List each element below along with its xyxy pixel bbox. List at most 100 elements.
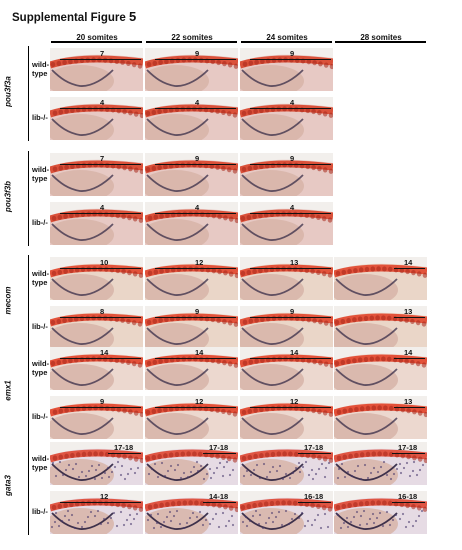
figure-title: Supplemental Figure 5 — [12, 9, 136, 24]
somite-extent-bar — [155, 358, 236, 360]
somite-count: 14 — [100, 348, 109, 357]
somite-extent-bar — [60, 317, 141, 319]
somite-count: 12 — [100, 492, 109, 501]
embryo-panel: 16-18 — [240, 491, 333, 534]
embryo-panel: 4 — [240, 97, 333, 140]
embryo-panel: 13 — [334, 396, 427, 439]
somite-count: 9 — [290, 307, 295, 316]
embryo-panel: 13 — [240, 257, 333, 300]
somite-count: 14-18 — [209, 492, 229, 501]
somite-extent-bar — [155, 317, 236, 319]
embryo-panel: 4 — [50, 202, 143, 245]
gene-bracket — [28, 151, 30, 246]
somite-count: 10 — [100, 258, 109, 267]
somite-count: 17-18 — [114, 443, 134, 452]
gene-label-pou3f3a: pou3f3a — [3, 76, 13, 107]
somite-count: 14 — [290, 348, 299, 357]
embryo-panel: 9 — [145, 153, 238, 196]
genotype-label-line: wild- — [32, 60, 50, 69]
somite-count: 7 — [100, 154, 105, 163]
somite-count: 17-18 — [304, 443, 324, 452]
embryo-panel: 7 — [50, 153, 143, 196]
embryo-panel: 13 — [334, 306, 427, 349]
somite-extent-bar — [60, 164, 141, 166]
genotype-label: wild-type — [32, 269, 49, 287]
embryo-panel: 9 — [145, 48, 238, 91]
genotype-label: wild-type — [32, 165, 49, 183]
column-rule — [146, 41, 237, 43]
genotype-label-line: type — [32, 368, 48, 377]
genotype-label: lib-/- — [32, 322, 48, 331]
somite-extent-bar — [250, 108, 331, 110]
embryo-panel: 14 — [145, 347, 238, 390]
somite-extent-bar — [155, 59, 236, 61]
somite-extent-bar — [108, 453, 141, 455]
somite-count: 13 — [404, 307, 413, 316]
column-header: 24 somites — [266, 33, 308, 42]
somite-extent-bar — [250, 213, 331, 215]
column-rule — [51, 41, 142, 43]
somite-extent-bar — [250, 164, 331, 166]
somite-extent-bar — [203, 453, 236, 455]
somite-extent-bar — [250, 59, 331, 61]
genotype-label: wild-type — [32, 359, 49, 377]
embryo-panel: 12 — [50, 491, 143, 534]
somite-extent-bar — [60, 502, 141, 504]
gene-bracket — [28, 255, 30, 350]
somite-count: 9 — [195, 154, 200, 163]
somite-extent-bar — [60, 358, 141, 360]
somite-extent-bar — [298, 453, 331, 455]
somite-count: 16-18 — [304, 492, 324, 501]
somite-count: 14 — [404, 348, 413, 357]
embryo-panel: 12 — [145, 396, 238, 439]
genotype-label-line: wild- — [32, 454, 50, 463]
somite-extent-bar — [155, 407, 236, 409]
somite-count: 4 — [290, 98, 295, 107]
somite-extent-bar — [60, 213, 141, 215]
genotype-label: wild-type — [32, 454, 49, 472]
somite-count: 4 — [100, 98, 105, 107]
somite-count: 12 — [195, 397, 204, 406]
gene-label-mecom: mecom — [3, 286, 13, 315]
embryo-panel: 16-18 — [334, 491, 427, 534]
embryo-panel: 17-18 — [145, 442, 238, 485]
embryo-panel: 8 — [50, 306, 143, 349]
genotype-label: lib-/- — [32, 218, 48, 227]
embryo-panel: 4 — [145, 202, 238, 245]
somite-count: 17-18 — [398, 443, 418, 452]
embryo-panel: 9 — [240, 48, 333, 91]
gene-label-emx1: emx1 — [3, 380, 13, 401]
somite-count: 9 — [290, 49, 295, 58]
embryo-panel: 12 — [145, 257, 238, 300]
embryo-panel: 9 — [240, 153, 333, 196]
embryo-panel: 4 — [145, 97, 238, 140]
embryo-panel: 14 — [50, 347, 143, 390]
somite-extent-bar — [250, 358, 331, 360]
column-header: 28 somites — [360, 33, 402, 42]
embryo-panel: 14-18 — [145, 491, 238, 534]
somite-count: 4 — [195, 203, 200, 212]
genotype-label-line: wild- — [32, 269, 50, 278]
somite-count: 14 — [404, 258, 413, 267]
embryo-panel: 9 — [240, 306, 333, 349]
genotype-label-line: type — [32, 69, 48, 78]
figure-title-text: Supplemental Figure — [12, 12, 126, 24]
embryo-panel: 14 — [240, 347, 333, 390]
somite-extent-bar — [394, 268, 425, 270]
somite-count: 9 — [100, 397, 105, 406]
somite-count: 17-18 — [209, 443, 229, 452]
somite-extent-bar — [60, 59, 141, 61]
genotype-label-line: type — [32, 278, 48, 287]
somite-count: 12 — [290, 397, 299, 406]
embryo-panel: 12 — [240, 396, 333, 439]
genotype-label: lib-/- — [32, 412, 48, 421]
somite-extent-bar — [298, 502, 331, 504]
somite-count: 9 — [195, 49, 200, 58]
gene-bracket — [28, 345, 30, 440]
somite-extent-bar — [250, 407, 331, 409]
somite-extent-bar — [60, 108, 141, 110]
somite-extent-bar — [60, 268, 141, 270]
genotype-label-line: wild- — [32, 359, 50, 368]
somite-extent-bar — [394, 358, 425, 360]
somite-extent-bar — [60, 407, 141, 409]
